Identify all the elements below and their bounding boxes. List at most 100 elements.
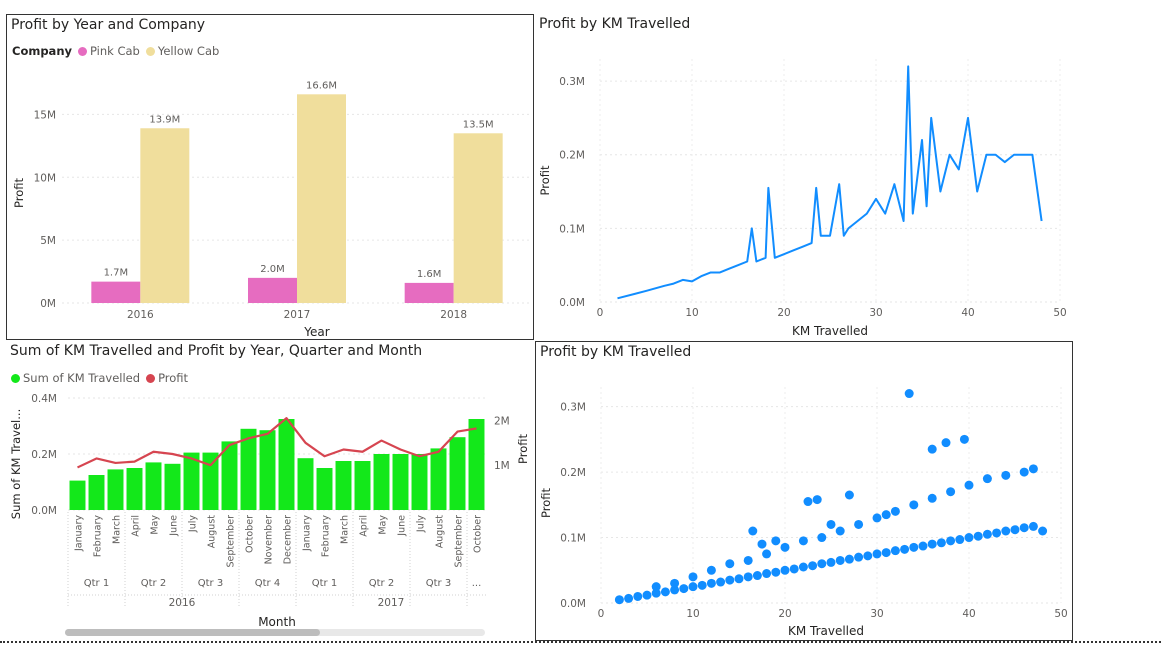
scatter-point (854, 552, 864, 562)
scatter-point (743, 572, 753, 582)
y2-tick-label: 2M (494, 415, 510, 427)
month-label: March (340, 515, 351, 544)
y2-tick-label: 1M (494, 460, 510, 472)
scrollbar-thumb[interactable] (65, 629, 320, 636)
scatter-point (743, 555, 753, 565)
quarter-label: Qtr 1 (312, 578, 337, 589)
scatter-point (771, 567, 781, 577)
scatter-point (1038, 526, 1048, 536)
scatter-chart: 0.0M 0.1M 0.2M 0.3M 0 10 20 30 40 50 KM Travelled P… (539, 387, 1068, 638)
scatter-point (982, 529, 992, 539)
scatter-point (1019, 523, 1029, 533)
scatter-point (771, 536, 781, 546)
scatter-point (706, 565, 716, 575)
quarter-label: Qtr 2 (369, 578, 394, 589)
y-axis-title: Profit (538, 165, 552, 195)
km-and-profit-by-month-panel: Sum of KM Travelled and Profit by Year, … (6, 341, 534, 639)
scatter-point (1001, 526, 1011, 536)
x-tick-label: 40 (962, 608, 975, 620)
legend-item-sum-km[interactable]: Sum of KM Travelled (11, 371, 140, 385)
bar-pink-cab (91, 281, 141, 303)
bar-km-travelled (69, 480, 86, 510)
chart-legend: Sum of KM Travelled Profit (11, 371, 188, 385)
legend-item-yellow-cab[interactable]: Yellow Cab (145, 44, 220, 58)
scatter-point (670, 578, 680, 588)
scatter-point (624, 593, 634, 603)
legend-item-pink-cab[interactable]: Pink Cab (78, 44, 140, 58)
scatter-point (808, 561, 818, 571)
bar-km-travelled (259, 430, 276, 510)
quarter-label: Qtr 3 (426, 578, 451, 589)
scatter-point (964, 480, 974, 490)
quarter-label: Qtr 3 (198, 578, 223, 589)
x-axis-title: KM Travelled (788, 624, 864, 638)
scatter-point (762, 569, 772, 579)
scatter-point (890, 546, 900, 556)
bar-km-travelled (88, 475, 105, 510)
scatter-point (1010, 525, 1020, 535)
horizontal-scrollbar[interactable] (65, 629, 485, 636)
bar-pink-cab (248, 277, 297, 303)
chart-legend: Company Pink Cab Yellow Cab (12, 44, 219, 58)
scatter-point (927, 444, 937, 454)
bar-km-travelled (297, 458, 314, 510)
data-label: 1.6M (417, 269, 442, 280)
scatter-point (1001, 470, 1011, 480)
scatter-point (959, 434, 969, 444)
bar-km-travelled (316, 468, 333, 510)
x-tick-label: 30 (869, 307, 882, 319)
y-tick-label: 15M (34, 109, 56, 121)
bar-km-travelled (468, 419, 485, 510)
y2-axis-title: Profit (516, 434, 530, 464)
scatter-point (904, 389, 914, 399)
data-label: 1.7M (104, 268, 129, 279)
y-tick-label: 0.1M (559, 223, 585, 235)
scatter-point (651, 588, 661, 598)
scatter-point (651, 582, 661, 592)
bar-km-travelled (240, 428, 257, 510)
scatter-point (706, 578, 716, 588)
y-tick-label: 0.4M (31, 393, 57, 405)
x-tick-label: 50 (1053, 307, 1066, 319)
x-tick-label: 0 (597, 307, 604, 319)
x-tick-label: 10 (686, 608, 699, 620)
scatter-point (881, 510, 891, 520)
scatter-point (633, 591, 643, 601)
bar-km-travelled (392, 454, 409, 510)
month-label: May (150, 515, 161, 535)
month-label: April (131, 515, 142, 537)
month-label: July (416, 515, 427, 533)
month-label: October (245, 515, 256, 553)
page-divider (0, 641, 1161, 643)
scatter-point (881, 548, 891, 558)
scatter-point (817, 533, 827, 543)
scatter-point (964, 533, 974, 543)
y-tick-label: 0M (40, 298, 56, 310)
scatter-point (992, 528, 1002, 538)
scatter-point (844, 490, 854, 500)
legend-label: Yellow Cab (157, 44, 220, 58)
month-label: January (74, 515, 85, 552)
scatter-point (798, 536, 808, 546)
x-axis-title: Month (258, 615, 296, 629)
legend-label: Profit (158, 371, 189, 385)
legend-swatch (146, 373, 156, 383)
bar-km-travelled (449, 437, 466, 510)
y-axis-title: Sum of KM Travel... (9, 409, 23, 519)
bar-yellow-cab (297, 94, 346, 303)
scatter-point (716, 577, 726, 587)
legend-item-profit[interactable]: Profit (146, 371, 188, 385)
scatter-point (844, 554, 854, 564)
scatter-point (955, 535, 965, 545)
legend-title: Company (12, 44, 72, 58)
scatter-point (660, 587, 670, 597)
scatter-point (826, 519, 836, 529)
scatter-point (748, 526, 758, 536)
scatter-point (1019, 467, 1029, 477)
data-label: 2.0M (260, 264, 285, 275)
y-tick-label: 0.2M (560, 467, 586, 479)
month-label: February (93, 515, 104, 557)
bar-yellow-cab (453, 133, 503, 303)
bar-km-travelled (354, 461, 371, 510)
y-axis-title: Profit (12, 178, 26, 208)
